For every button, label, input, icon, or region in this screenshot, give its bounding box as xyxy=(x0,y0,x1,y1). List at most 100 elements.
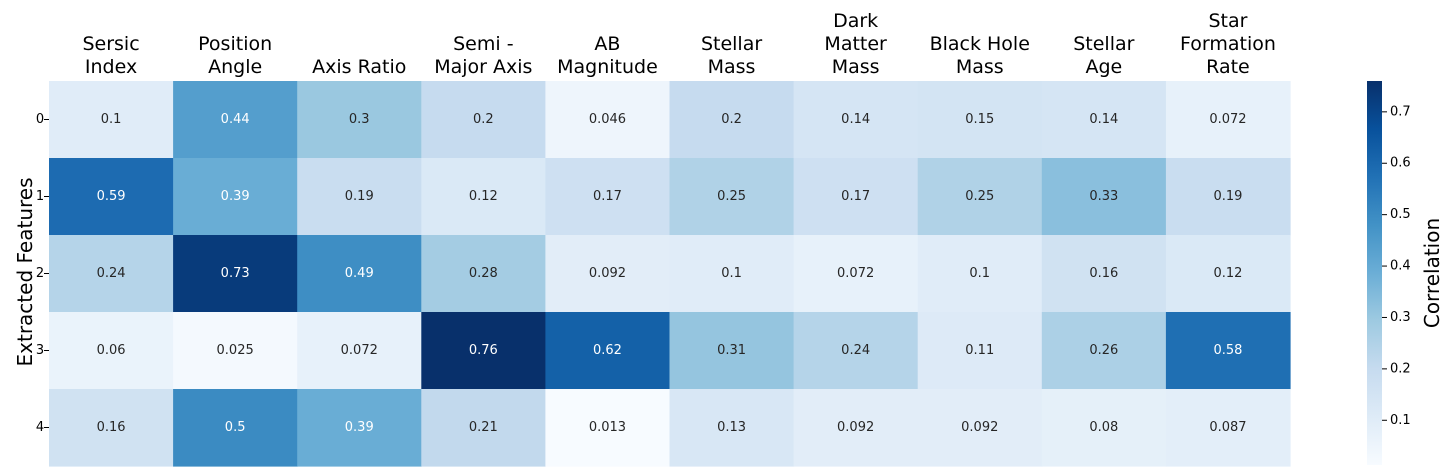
cell-value-label: 0.19 xyxy=(345,189,374,204)
cell-value-label: 0.25 xyxy=(717,189,746,204)
heatmap-cell xyxy=(669,312,795,390)
heatmap-cell xyxy=(669,158,795,236)
colorbar-tick-label: 0.5 xyxy=(1390,207,1411,222)
colorbar-tick-label: 0.6 xyxy=(1390,156,1411,171)
cell-value-label: 0.2 xyxy=(721,112,742,127)
heatmap-cell xyxy=(297,312,422,390)
heatmap-cell xyxy=(173,312,298,390)
cell-value-label: 0.25 xyxy=(965,189,994,204)
cell-value-label: 0.39 xyxy=(221,189,250,204)
y-axis-label: Extracted Features xyxy=(13,178,37,367)
heatmap-cell xyxy=(173,235,298,313)
column-label: Formation xyxy=(1180,33,1276,55)
row-label: 3 xyxy=(36,343,44,358)
cell-value-label: 0.046 xyxy=(589,112,626,127)
column-label: Rate xyxy=(1206,56,1250,78)
cell-value-label: 0.13 xyxy=(717,420,746,435)
cell-value-label: 0.59 xyxy=(97,189,126,204)
heatmap-cell xyxy=(421,312,546,390)
cell-value-label: 0.31 xyxy=(717,343,746,358)
heatmap-cell xyxy=(1165,158,1291,236)
column-label: Mass xyxy=(708,56,756,78)
cell-value-label: 0.072 xyxy=(1209,112,1246,127)
heatmap-cell xyxy=(793,312,919,390)
heatmap-cell xyxy=(173,81,298,159)
heatmap-cell xyxy=(545,81,671,159)
cell-value-label: 0.12 xyxy=(1213,266,1242,281)
row-label: 4 xyxy=(36,420,44,435)
heatmap-cell xyxy=(793,158,919,236)
column-label: Stellar xyxy=(701,33,762,55)
heatmap-cell xyxy=(421,235,546,313)
column-label: Angle xyxy=(208,56,262,78)
heatmap-cell xyxy=(421,158,546,236)
heatmap-cell xyxy=(1041,81,1167,159)
cell-value-label: 0.33 xyxy=(1089,189,1118,204)
cell-value-label: 0.26 xyxy=(1089,343,1118,358)
cell-value-label: 0.16 xyxy=(97,420,126,435)
cell-value-label: 0.15 xyxy=(965,112,994,127)
cell-value-label: 0.14 xyxy=(1089,112,1118,127)
heatmap-cell xyxy=(545,389,671,467)
cell-value-label: 0.1 xyxy=(101,112,122,127)
heatmap-cell xyxy=(1041,312,1167,390)
heatmap-cell xyxy=(669,235,795,313)
cell-value-label: 0.06 xyxy=(97,343,126,358)
column-label: Position xyxy=(198,33,272,55)
cell-value-label: 0.16 xyxy=(1089,266,1118,281)
cell-value-label: 0.092 xyxy=(837,420,874,435)
cell-value-label: 0.39 xyxy=(345,420,374,435)
heatmap-cell xyxy=(49,389,174,467)
cell-value-label: 0.12 xyxy=(469,189,498,204)
heatmap-cell xyxy=(297,81,422,159)
column-label: Magnitude xyxy=(557,56,658,78)
heatmap-cell xyxy=(49,312,174,390)
column-label: Star xyxy=(1208,10,1247,32)
cell-value-label: 0.072 xyxy=(341,343,378,358)
cell-value-label: 0.76 xyxy=(469,343,498,358)
column-label: Mass xyxy=(956,56,1004,78)
cell-value-label: 0.08 xyxy=(1089,420,1118,435)
cell-value-label: 0.1 xyxy=(969,266,990,281)
cell-value-label: 0.087 xyxy=(1209,420,1246,435)
cell-value-label: 0.24 xyxy=(97,266,126,281)
cell-value-label: 0.1 xyxy=(721,266,742,281)
heatmap-cell xyxy=(917,312,1043,390)
colorbar-tick-label: 0.1 xyxy=(1390,413,1411,428)
heatmap-cell xyxy=(49,81,174,159)
heatmap-cell xyxy=(1041,158,1167,236)
heatmap-cell xyxy=(793,235,919,313)
heatmap-cell xyxy=(1165,312,1291,390)
heatmap-cell xyxy=(297,158,422,236)
heatmap-cell xyxy=(917,81,1043,159)
row-labels: 0 1 2 3 4 xyxy=(36,112,49,435)
row-label: 0 xyxy=(36,112,44,127)
column-label: Black Hole xyxy=(930,33,1030,55)
colorbar-tick-label: 0.4 xyxy=(1390,259,1411,274)
column-label: Matter xyxy=(824,33,887,55)
heatmap-cell xyxy=(1165,389,1291,467)
column-label: Age xyxy=(1085,56,1122,78)
cell-value-label: 0.3 xyxy=(349,112,370,127)
column-label: AB xyxy=(594,33,620,55)
heatmap-cell xyxy=(49,235,174,313)
heatmap-cell xyxy=(421,389,546,467)
cell-value-label: 0.17 xyxy=(841,189,870,204)
heatmap-cell xyxy=(917,389,1043,467)
heatmap-cell xyxy=(917,235,1043,313)
heatmap-cell xyxy=(1041,389,1167,467)
colorbar-tick-label: 0.7 xyxy=(1390,104,1411,119)
column-label: Dark xyxy=(833,10,878,32)
heatmap-cell xyxy=(545,158,671,236)
row-label: 1 xyxy=(36,189,44,204)
cell-value-label: 0.44 xyxy=(221,112,250,127)
heatmap-cells xyxy=(49,81,1291,467)
heatmap-cell xyxy=(669,389,795,467)
cell-value-label: 0.013 xyxy=(589,420,626,435)
heatmap-cell xyxy=(297,389,422,467)
column-label: Index xyxy=(85,56,137,78)
cell-value-label: 0.072 xyxy=(837,266,874,281)
column-label: Stellar xyxy=(1073,33,1134,55)
